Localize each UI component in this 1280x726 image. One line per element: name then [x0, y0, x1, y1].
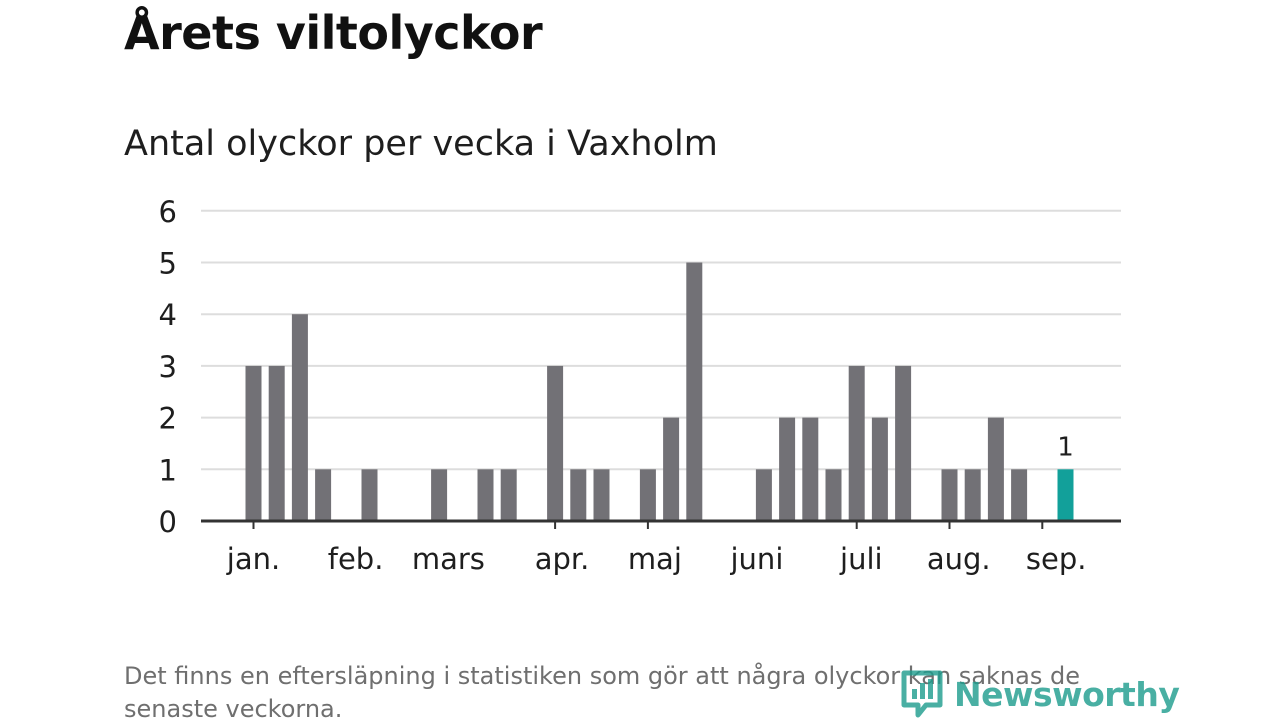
x-tick-label: feb.	[328, 542, 384, 576]
bar	[570, 469, 587, 521]
bar	[291, 314, 308, 521]
bar	[639, 469, 656, 521]
newsworthy-logo-icon	[901, 670, 943, 718]
y-axis-tick-labels: 0 1 2 3 4 5 6	[159, 195, 177, 539]
bar-chart: 0 1 2 3 4 5 6 jan. feb. mars apr. maj juni juli aug. s…	[159, 195, 1121, 576]
bar	[361, 469, 378, 521]
y-tick-label: 3	[159, 350, 177, 384]
bar	[755, 469, 772, 521]
bar	[941, 469, 958, 521]
bar	[663, 417, 680, 521]
x-axis	[201, 519, 1121, 529]
x-tick-label: jan.	[226, 542, 280, 576]
x-tick-label: sep.	[1026, 542, 1087, 576]
x-axis-tick-labels: jan. feb. mars apr. maj juni juli aug. sep.	[226, 542, 1087, 576]
bar	[802, 417, 819, 521]
x-tick-label: juni	[730, 542, 784, 576]
bar	[593, 469, 610, 521]
bar	[500, 469, 517, 521]
bar	[315, 469, 332, 521]
bar	[779, 417, 796, 521]
bar	[964, 469, 981, 521]
chart-subtitle: Antal olyckor per vecka i Vaxholm	[124, 124, 718, 164]
bar	[431, 469, 448, 521]
highlight-bar	[1057, 469, 1074, 521]
newsworthy-logo: Newsworthy	[900, 668, 1180, 720]
y-tick-label: 5	[159, 247, 177, 281]
x-tick-label: juli	[839, 542, 883, 576]
y-tick-label: 4	[159, 298, 177, 332]
bar	[268, 365, 285, 521]
x-tick-label: maj	[628, 542, 682, 576]
y-tick-label: 6	[159, 195, 177, 229]
x-tick-label: mars	[412, 542, 485, 576]
bar	[245, 365, 262, 521]
bar	[895, 365, 912, 521]
y-tick-label: 2	[159, 402, 177, 436]
bars	[245, 262, 1074, 521]
bar	[825, 469, 842, 521]
bar	[987, 417, 1004, 521]
bar	[477, 469, 494, 521]
data-labels: 1	[1057, 432, 1074, 462]
bar	[686, 262, 703, 521]
brand-name: Newsworthy	[954, 674, 1180, 714]
x-tick-label: apr.	[535, 542, 590, 576]
y-tick-label: 0	[159, 505, 177, 539]
chart-title: Årets viltolyckor	[124, 6, 543, 60]
bar	[1011, 469, 1028, 521]
x-tick-label: aug.	[927, 542, 991, 576]
highlight-value-label: 1	[1057, 432, 1074, 462]
bar	[547, 365, 564, 521]
y-tick-label: 1	[159, 453, 177, 487]
bar	[871, 417, 888, 521]
bar	[848, 365, 865, 521]
grid-lines	[201, 209, 1121, 471]
